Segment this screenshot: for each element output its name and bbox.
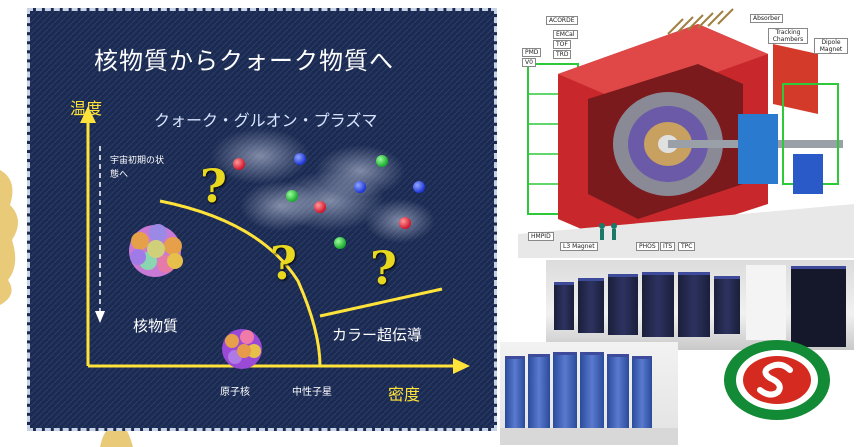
server-rack [528, 354, 550, 431]
nucleus-cluster [222, 329, 262, 369]
supercomputer-photo-2 [500, 342, 678, 445]
nuclear-matter-label: 核物質 [133, 317, 179, 335]
phase-boundaries [159, 199, 443, 367]
early-universe-note: 宇宙初期の状態へ [110, 156, 165, 180]
organization-logo [724, 340, 830, 420]
detector-illustration [518, 8, 854, 258]
color-superconductivity-label: カラー超伝導 [332, 326, 423, 344]
server-rack [554, 282, 574, 330]
detector-label-hmpid: HMPID [528, 232, 554, 241]
detector-label-tof: TOF [553, 40, 571, 49]
decorative-splash-bottom [100, 426, 133, 447]
server-rack [678, 272, 710, 337]
y-axis-label: 温度 [70, 99, 103, 118]
question-mark-3: ? [370, 241, 397, 295]
server-rack [608, 274, 638, 335]
detector-label-acorde: ACORDE [546, 16, 578, 25]
diagram-title: 核物質からクォーク物質へ [94, 47, 394, 75]
server-rack [791, 266, 846, 347]
server-rack [632, 356, 652, 429]
detector-label-tpc: TPC [678, 242, 696, 251]
detector-label-phos: PHOS [636, 242, 659, 251]
server-rack [642, 272, 674, 337]
server-rack [580, 352, 604, 433]
nuclear-matter-cluster [129, 224, 183, 277]
x-axis-label: 密度 [388, 385, 421, 404]
detector-cutaway-image: ACORDE EMCal TOF TRD PMD V0 Absorber Tra… [518, 4, 854, 258]
phase-diagram-panel: 核物質からクォーク物質へ 温度 クォーク・グルオン・プラズマ 宇宙初期の状態へ … [27, 8, 497, 431]
detector-label-tracking-chambers: Tracking Chambers [768, 28, 808, 44]
detector-label-emcal: EMCal [553, 30, 578, 39]
server-rack [578, 278, 604, 333]
floor [500, 428, 678, 445]
detector-label-absorber: Absorber [750, 14, 784, 23]
quark-particles [233, 153, 425, 249]
detector-label-trd: TRD [553, 50, 572, 59]
detector-label-dipole-magnet: Dipole Magnet [814, 38, 848, 54]
question-mark-1: ? [200, 159, 227, 213]
server-rack [505, 356, 525, 429]
server-rack [607, 354, 629, 431]
supercomputer-photo-1 [546, 260, 854, 350]
detector-label-l3-magnet: L3 Magnet [560, 242, 598, 251]
neutron-star-label: 中性子星 [292, 387, 332, 398]
panel-texture [30, 11, 494, 428]
server-rack [714, 276, 740, 334]
decorative-splash-left [0, 170, 19, 305]
detector-label-pmd: PMD [522, 48, 542, 57]
qgp-label: クォーク・グルオン・プラズマ [154, 111, 378, 130]
detector-label-its: ITS [660, 242, 676, 251]
nucleus-label: 原子核 [220, 387, 250, 398]
question-mark-2: ? [270, 236, 297, 290]
early-universe-arrow [95, 146, 105, 323]
axes [80, 106, 470, 374]
detector-label-v0: V0 [522, 58, 536, 67]
server-rack [553, 352, 577, 433]
room-gap [746, 265, 786, 340]
